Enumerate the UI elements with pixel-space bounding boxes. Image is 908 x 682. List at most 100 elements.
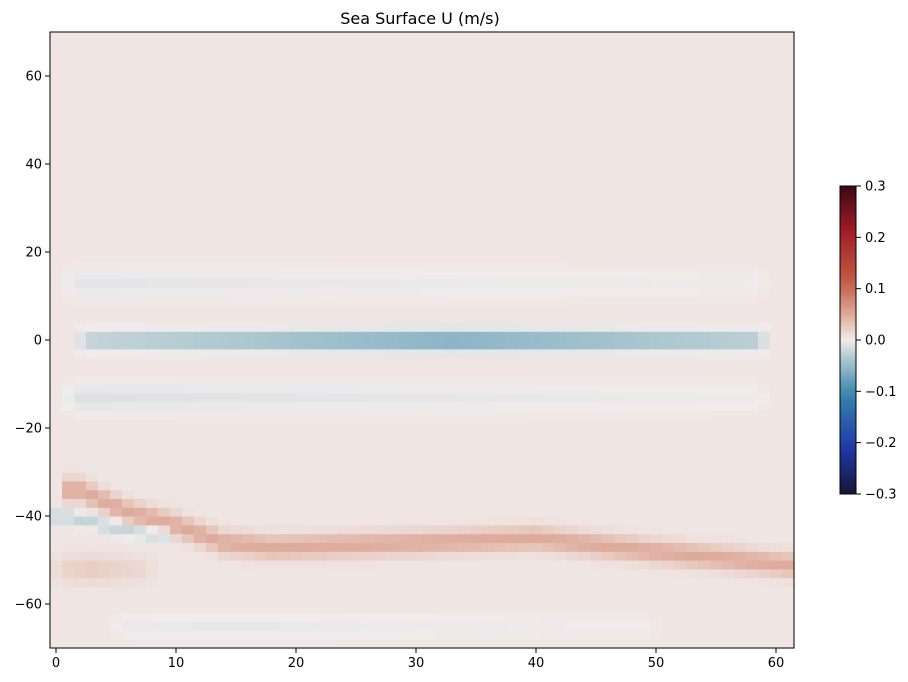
heatmap-cell <box>614 357 627 367</box>
heatmap-cell <box>674 524 687 535</box>
heatmap-cell <box>266 190 279 200</box>
heatmap-cell <box>614 401 627 411</box>
heatmap-cell <box>134 357 147 367</box>
heatmap-cell <box>446 49 459 59</box>
heatmap-cell <box>182 551 195 561</box>
heatmap-cell <box>722 313 735 323</box>
heatmap-cell <box>326 331 339 341</box>
heatmap-cell <box>422 331 435 341</box>
heatmap-cell <box>590 507 603 517</box>
heatmap-cell <box>458 93 471 103</box>
heatmap-cell <box>506 604 519 614</box>
heatmap-cell <box>326 67 339 77</box>
heatmap-cell <box>122 428 135 438</box>
heatmap-cell <box>182 84 195 95</box>
heatmap-cell <box>626 436 639 447</box>
heatmap-cell <box>722 401 735 411</box>
heatmap-cell <box>518 604 531 614</box>
heatmap-cell <box>170 454 183 464</box>
heatmap-cell <box>194 58 207 68</box>
heatmap-cell <box>158 137 171 147</box>
heatmap-cell <box>782 32 795 42</box>
heatmap-cell <box>62 348 75 359</box>
heatmap-cell <box>602 260 615 271</box>
heatmap-cell <box>314 111 327 121</box>
heatmap-cell <box>266 445 279 455</box>
heatmap-cell <box>290 76 303 86</box>
heatmap-cell <box>590 172 603 183</box>
heatmap-cell <box>182 340 195 350</box>
heatmap-cell <box>758 472 771 482</box>
heatmap-cell <box>50 419 63 429</box>
heatmap-cell <box>698 102 711 112</box>
heatmap-cell <box>98 498 111 508</box>
heatmap-cell <box>326 419 339 429</box>
heatmap-cell <box>122 463 135 473</box>
heatmap-cell <box>266 199 279 209</box>
heatmap-cell <box>518 120 531 130</box>
heatmap-cell <box>146 639 159 649</box>
heatmap-cell <box>278 296 291 306</box>
heatmap-cell <box>494 445 507 455</box>
heatmap-cell <box>62 225 75 235</box>
heatmap-cell <box>758 40 771 51</box>
heatmap-cell <box>254 155 267 165</box>
heatmap-cell <box>482 58 495 68</box>
heatmap-cell <box>470 164 483 174</box>
heatmap-cell <box>578 612 591 623</box>
heatmap-cell <box>494 225 507 235</box>
heatmap-cell <box>662 164 675 174</box>
heatmap-cell <box>374 172 387 183</box>
heatmap-cell <box>734 93 747 103</box>
colorbar-tick-label: 0.3 <box>865 180 886 195</box>
heatmap-cell <box>194 225 207 235</box>
heatmap-cell <box>278 568 291 579</box>
heatmap-cell <box>50 58 63 68</box>
heatmap-cell <box>626 604 639 614</box>
heatmap-cell <box>110 234 123 244</box>
heatmap-cell <box>746 445 759 455</box>
heatmap-cell <box>182 436 195 447</box>
heatmap-cell <box>230 463 243 473</box>
heatmap-cell <box>782 243 795 253</box>
heatmap-cell <box>110 428 123 438</box>
heatmap-cell <box>446 604 459 614</box>
heatmap-cell <box>734 384 747 394</box>
heatmap-cell <box>386 287 399 297</box>
heatmap-cell <box>314 577 327 587</box>
heatmap-cell <box>590 577 603 587</box>
heatmap-cell <box>230 542 243 552</box>
heatmap-cell <box>218 164 231 174</box>
heatmap-cell <box>230 260 243 271</box>
heatmap-cell <box>530 208 543 218</box>
heatmap-cell <box>614 208 627 218</box>
heatmap-cell <box>482 111 495 121</box>
heatmap-cell <box>746 216 759 227</box>
heatmap-cell <box>686 357 699 367</box>
heatmap-cell <box>350 225 363 235</box>
heatmap-cell <box>554 392 567 403</box>
heatmap-cell <box>290 560 303 570</box>
heatmap-cell <box>326 445 339 455</box>
heatmap-cell <box>338 252 351 262</box>
heatmap-cell <box>578 489 591 499</box>
heatmap-cell <box>338 604 351 614</box>
heatmap-cell <box>782 463 795 473</box>
heatmap-cell <box>458 428 471 438</box>
heatmap-cell <box>494 234 507 244</box>
heatmap-cell <box>470 111 483 121</box>
heatmap-cell <box>338 102 351 112</box>
heatmap-cell <box>254 208 267 218</box>
heatmap-cell <box>722 190 735 200</box>
heatmap-cell <box>86 172 99 183</box>
heatmap-cell <box>218 155 231 165</box>
heatmap-cell <box>626 366 639 376</box>
heatmap-cell <box>470 384 483 394</box>
heatmap-cell <box>518 524 531 535</box>
heatmap-cell <box>686 128 699 139</box>
heatmap-cell <box>98 111 111 121</box>
heatmap-cell <box>182 49 195 59</box>
heatmap-cell <box>446 410 459 420</box>
colorbar-tick-label: −0.2 <box>865 436 897 451</box>
heatmap-cell <box>290 304 303 315</box>
